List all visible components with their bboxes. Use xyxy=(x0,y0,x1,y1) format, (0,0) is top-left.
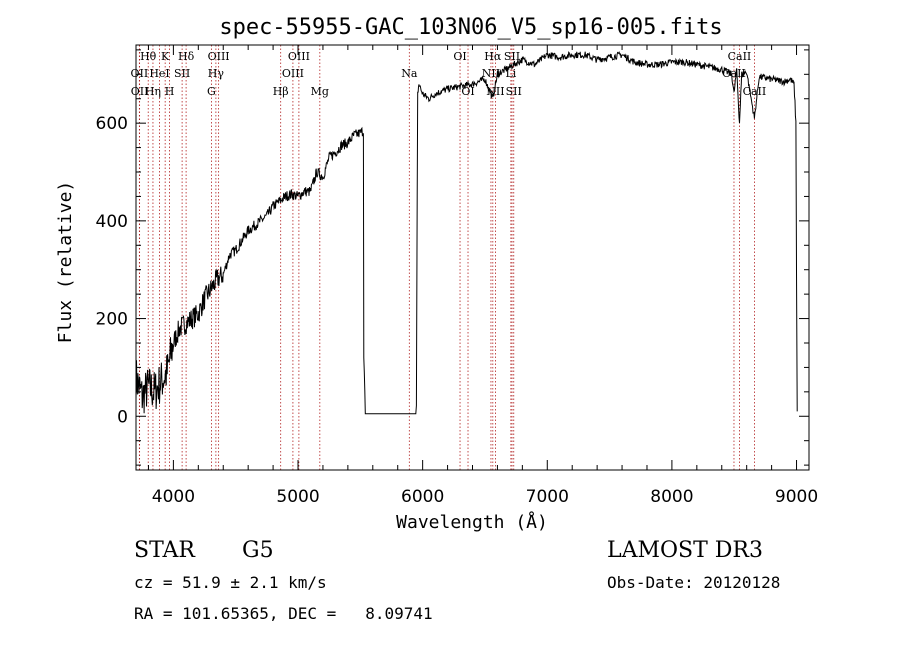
line-marker-label: Mg xyxy=(311,85,329,98)
y-axis-label: Flux (relative) xyxy=(55,181,76,344)
line-marker-label: OIII xyxy=(288,50,310,63)
line-marker-label: Hα xyxy=(484,50,502,63)
x-tick-label: 6000 xyxy=(401,487,444,507)
line-marker-label: CaII xyxy=(722,67,746,80)
x-tick-label: 4000 xyxy=(152,487,195,507)
line-marker-label: Hβ xyxy=(273,85,289,98)
obs-date: Obs-Date: 20120128 xyxy=(607,573,781,592)
line-marker-label: NII xyxy=(482,67,500,80)
line-marker-label: OIII xyxy=(282,67,304,80)
survey-name: LAMOST DR3 xyxy=(607,538,763,563)
line-markers xyxy=(138,45,755,470)
plot-frame xyxy=(135,44,810,471)
line-marker-label: K xyxy=(161,50,170,63)
line-marker-label: OI xyxy=(453,50,466,63)
line-marker-label: SII xyxy=(504,50,520,63)
y-tick-label: 0 xyxy=(117,407,128,427)
x-tick-label: 8000 xyxy=(650,487,693,507)
spectrum-line xyxy=(135,51,798,415)
coordinates: RA = 101.65365, DEC = 8.09741 xyxy=(134,604,433,623)
line-marker-label: Hδ xyxy=(178,50,195,63)
velocity-readout: cz = 51.9 ± 2.1 km/s xyxy=(134,573,327,592)
y-tick-label: 200 xyxy=(96,310,128,330)
x-axis: 4000 5000 6000 7000 8000 9000 xyxy=(147,45,818,507)
line-marker-label: CaII xyxy=(743,85,767,98)
y-tick-label: 600 xyxy=(96,114,128,134)
line-marker-label: Hγ xyxy=(208,67,225,80)
line-marker-label: H xyxy=(165,85,175,98)
line-marker-label: OII xyxy=(131,85,149,98)
line-marker-label: OIII xyxy=(208,50,230,63)
line-marker-label: SII xyxy=(506,85,522,98)
line-marker-label: G xyxy=(207,85,216,98)
line-marker-label: Hη xyxy=(145,85,161,98)
line-marker-label: Na xyxy=(401,67,418,80)
x-axis-label: Wavelength (Å) xyxy=(396,511,548,533)
x-tick-label: 7000 xyxy=(526,487,569,507)
object-type: STAR xyxy=(134,538,195,563)
line-marker-label: OII xyxy=(131,67,149,80)
line-marker-label: Hθ xyxy=(140,50,157,63)
x-tick-label: 5000 xyxy=(276,487,319,507)
line-marker-label: HeI xyxy=(149,67,169,80)
line-marker-label: CaII xyxy=(728,50,752,63)
chart-title: spec-55955-GAC_103N06_V5_sp16-005.fits xyxy=(219,15,722,40)
line-marker-label: SII xyxy=(174,67,190,80)
y-axis: 0 200 400 600 xyxy=(96,49,809,466)
line-marker-label: Li xyxy=(505,67,516,80)
spectral-subclass: G5 xyxy=(242,538,274,563)
y-tick-label: 400 xyxy=(96,212,128,232)
x-tick-label: 9000 xyxy=(775,487,818,507)
